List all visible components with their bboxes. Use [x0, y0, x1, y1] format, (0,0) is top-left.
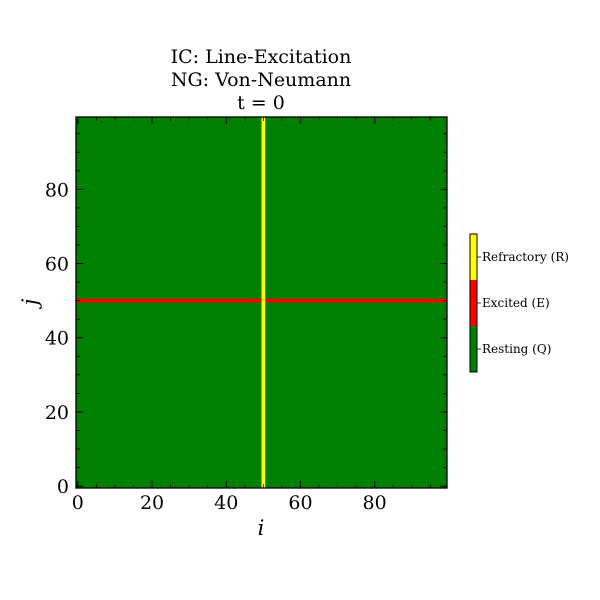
- title-line-1: IC: Line-Excitation: [171, 46, 352, 68]
- colorbar: Resting (Q) Excited (E) Refractory (R): [469, 233, 569, 373]
- colorbar-segment-1: [470, 280, 477, 326]
- colorbar-label-2: Refractory (R): [482, 250, 569, 264]
- colorbar-segment-0: [470, 326, 477, 372]
- heatmap-vertical-line-1: [261, 117, 266, 488]
- y-tick-label: 0: [57, 476, 69, 498]
- title-line-2: NG: Von-Neumann: [171, 69, 351, 91]
- title-line-3: t = 0: [237, 92, 285, 114]
- y-tick-label: 40: [45, 328, 69, 350]
- y-tick-label: 60: [45, 254, 69, 276]
- x-axis-label: i: [258, 516, 265, 540]
- y-tick-label: 20: [45, 402, 69, 424]
- x-tick-label: 60: [288, 492, 312, 514]
- colorbar-frame: [469, 233, 478, 373]
- colorbar-segment-2: [470, 234, 477, 280]
- colorbar-label-1: Excited (E): [482, 296, 550, 310]
- x-tick-label: 40: [214, 492, 238, 514]
- x-tick-label: 80: [363, 492, 387, 514]
- x-tick-label: 20: [140, 492, 164, 514]
- colorbar-label-0: Resting (Q): [482, 342, 551, 356]
- y-tick-label: 80: [45, 179, 69, 201]
- plot-frame: [75, 116, 448, 489]
- chart-title: IC: Line-Excitation NG: Von-Neumann t = …: [171, 46, 352, 114]
- x-tick-label: 0: [72, 492, 84, 514]
- y-axis-label: j: [18, 298, 42, 309]
- axis-ticks: 0 20 40 60 80 0 20 40 60 80: [45, 117, 447, 514]
- heatmap-plot: [75, 116, 448, 489]
